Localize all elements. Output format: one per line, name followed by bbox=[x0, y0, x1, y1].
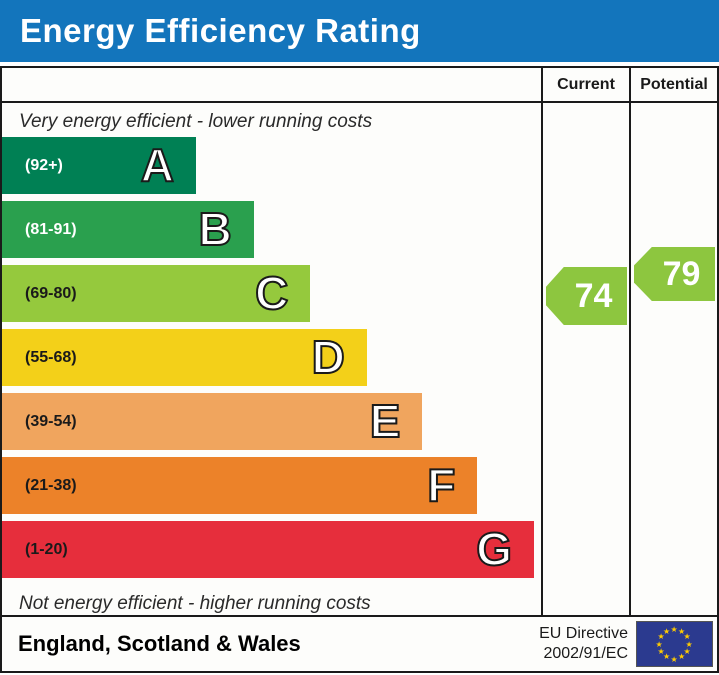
eu-flag-star: ★ bbox=[657, 647, 665, 656]
rating-bands: (92+) A (81-91) B (69-80) C (55-68) D (3… bbox=[2, 137, 541, 578]
eu-flag-star: ★ bbox=[683, 647, 691, 656]
current-rating-arrow: 74 bbox=[546, 267, 627, 325]
band-letter: G bbox=[475, 522, 513, 576]
eu-flag-star: ★ bbox=[663, 652, 671, 662]
band-range-label: (39-54) bbox=[25, 412, 77, 430]
eu-flag-star: ★ bbox=[678, 652, 686, 662]
band-row-b: (81-91) B bbox=[2, 201, 254, 258]
band-row-c: (69-80) C bbox=[2, 265, 311, 322]
eu-flag-star: ★ bbox=[657, 632, 665, 641]
current-rating-column: 74 bbox=[541, 103, 629, 615]
band-range-label: (21-38) bbox=[25, 476, 77, 494]
potential-rating-column: 79 bbox=[629, 103, 717, 615]
header-spacer bbox=[2, 68, 541, 103]
band-letter: E bbox=[369, 394, 402, 448]
band-letter: F bbox=[426, 458, 456, 512]
caption-not-efficient: Not energy efficient - higher running co… bbox=[19, 593, 371, 614]
column-header-potential: Potential bbox=[629, 68, 717, 103]
current-rating-value: 74 bbox=[574, 276, 613, 315]
column-header-current: Current bbox=[541, 68, 629, 103]
band-row-g: (1-20) G bbox=[2, 521, 534, 578]
eu-flag-star: ★ bbox=[670, 624, 678, 634]
caption-efficient: Very energy efficient - lower running co… bbox=[19, 111, 373, 132]
band-row-e: (39-54) E bbox=[2, 393, 423, 450]
band-range-label: (1-20) bbox=[25, 540, 68, 558]
band-range-label: (81-91) bbox=[25, 220, 77, 238]
eu-flag-star: ★ bbox=[663, 626, 671, 636]
band-letter: D bbox=[311, 330, 346, 384]
potential-rating-arrow: 79 bbox=[634, 247, 715, 301]
eu-flag-star: ★ bbox=[683, 632, 691, 641]
band-range-label: (92+) bbox=[25, 156, 63, 174]
energy-rating-table: Current Potential Very energy efficient … bbox=[0, 66, 719, 673]
band-letter: A bbox=[140, 138, 175, 192]
page-title: Energy Efficiency Rating bbox=[20, 12, 421, 49]
band-row-d: (55-68) D bbox=[2, 329, 367, 386]
eu-directive-label: EU Directive 2002/91/EC bbox=[539, 624, 628, 664]
eu-flag-star: ★ bbox=[670, 654, 678, 664]
rating-scale: Very energy efficient - lower running co… bbox=[2, 103, 541, 615]
band-range-label: (69-80) bbox=[25, 284, 77, 302]
eu-flag-star: ★ bbox=[678, 626, 686, 636]
footer: England, Scotland & Wales EU Directive 2… bbox=[2, 615, 717, 671]
eu-flag-icon: ★ ★ ★ ★ ★ ★ ★ ★ ★ ★ ★ ★ bbox=[636, 621, 713, 667]
band-range-label: (55-68) bbox=[25, 348, 77, 366]
band-letter: C bbox=[254, 266, 289, 320]
band-letter: B bbox=[197, 202, 232, 256]
footer-region-label: England, Scotland & Wales bbox=[18, 631, 301, 656]
eu-flag-star: ★ bbox=[655, 639, 663, 649]
band-row-f: (21-38) F bbox=[2, 457, 478, 514]
eu-directive-line2: 2002/91/EC bbox=[543, 645, 628, 662]
title-bar: Energy Efficiency Rating bbox=[0, 0, 719, 62]
eu-directive-line1: EU Directive bbox=[539, 625, 628, 642]
band-row-a: (92+) A bbox=[2, 137, 197, 194]
potential-rating-value: 79 bbox=[662, 254, 701, 293]
eu-flag-star: ★ bbox=[685, 639, 693, 649]
